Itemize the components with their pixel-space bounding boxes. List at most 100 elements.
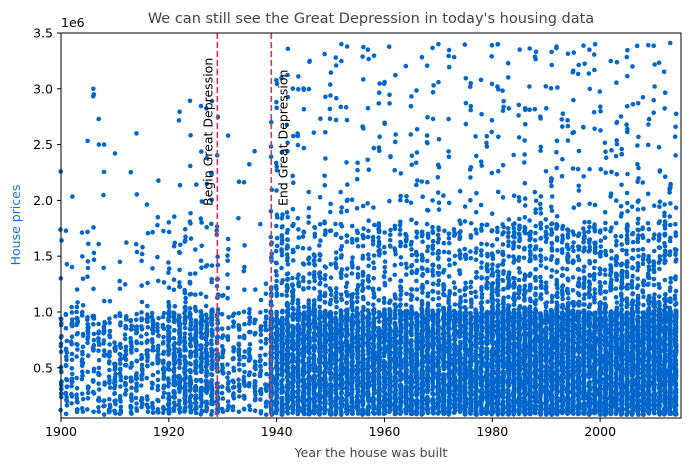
data-point bbox=[199, 343, 204, 348]
data-point bbox=[365, 318, 371, 324]
data-point bbox=[128, 169, 134, 175]
data-point bbox=[220, 349, 226, 355]
data-point bbox=[63, 363, 69, 369]
data-point bbox=[333, 55, 339, 60]
data-point bbox=[273, 398, 279, 403]
data-point bbox=[117, 393, 123, 399]
data-point bbox=[366, 395, 371, 401]
data-point bbox=[312, 333, 318, 338]
data-point bbox=[171, 335, 177, 341]
data-point bbox=[199, 243, 204, 249]
data-point bbox=[392, 356, 398, 362]
data-point bbox=[144, 331, 149, 337]
data-point bbox=[144, 394, 150, 399]
data-point bbox=[285, 301, 291, 307]
data-point bbox=[366, 252, 371, 257]
data-point bbox=[274, 309, 279, 315]
data-point bbox=[355, 350, 361, 356]
data-point bbox=[360, 269, 366, 275]
data-point bbox=[376, 298, 382, 303]
data-point bbox=[285, 244, 291, 250]
data-point bbox=[85, 353, 91, 359]
data-point bbox=[318, 280, 323, 286]
data-point bbox=[328, 201, 333, 207]
data-point bbox=[355, 243, 361, 249]
data-point bbox=[188, 409, 194, 415]
data-point bbox=[203, 388, 209, 394]
data-point bbox=[155, 254, 160, 260]
data-point bbox=[258, 370, 263, 376]
data-point bbox=[328, 353, 334, 359]
data-point bbox=[377, 148, 382, 154]
data-point bbox=[360, 330, 366, 336]
data-point bbox=[188, 386, 193, 392]
data-point bbox=[279, 265, 284, 271]
data-point bbox=[242, 243, 247, 248]
data-point bbox=[393, 360, 399, 365]
data-point bbox=[382, 79, 387, 85]
data-point bbox=[349, 302, 355, 307]
data-point bbox=[252, 389, 258, 395]
data-point bbox=[371, 406, 376, 411]
data-point bbox=[107, 385, 113, 390]
data-point bbox=[112, 340, 117, 345]
data-point bbox=[177, 398, 182, 404]
data-point bbox=[167, 406, 172, 411]
data-point bbox=[333, 356, 338, 361]
data-point bbox=[296, 227, 301, 232]
data-point bbox=[366, 411, 371, 417]
data-point bbox=[393, 331, 399, 337]
data-point bbox=[75, 330, 80, 336]
data-point bbox=[333, 375, 339, 381]
data-point bbox=[150, 319, 155, 325]
data-point bbox=[339, 328, 344, 333]
data-point bbox=[117, 311, 123, 316]
data-point bbox=[382, 322, 387, 328]
data-point bbox=[355, 399, 361, 405]
data-point bbox=[382, 250, 387, 256]
data-point bbox=[392, 396, 398, 401]
data-point bbox=[139, 397, 145, 402]
data-point bbox=[328, 301, 333, 307]
data-point bbox=[80, 276, 86, 282]
data-point bbox=[311, 258, 317, 263]
data-point bbox=[199, 350, 204, 356]
data-point bbox=[301, 145, 307, 151]
data-point bbox=[306, 351, 312, 356]
data-point bbox=[204, 383, 210, 389]
data-point bbox=[296, 87, 301, 92]
data-point bbox=[263, 291, 269, 297]
data-point bbox=[387, 365, 392, 371]
data-point bbox=[317, 360, 323, 366]
data-point bbox=[177, 384, 183, 389]
data-point bbox=[63, 228, 69, 233]
data-point bbox=[155, 278, 161, 284]
data-point bbox=[160, 394, 166, 400]
data-point bbox=[355, 282, 361, 288]
data-point bbox=[188, 405, 193, 410]
data-point bbox=[253, 396, 258, 401]
data-point bbox=[209, 311, 215, 317]
data-point bbox=[322, 300, 328, 305]
data-point bbox=[365, 157, 371, 163]
data-point bbox=[312, 231, 318, 237]
data-point bbox=[252, 408, 258, 414]
data-point bbox=[80, 396, 86, 402]
data-point bbox=[193, 340, 198, 345]
data-point bbox=[144, 202, 150, 207]
data-point bbox=[398, 364, 404, 369]
data-point bbox=[209, 372, 214, 377]
data-point bbox=[199, 389, 204, 394]
data-point bbox=[101, 341, 106, 346]
data-point bbox=[355, 338, 361, 344]
data-point bbox=[145, 312, 150, 317]
data-point bbox=[166, 229, 172, 235]
data-point bbox=[155, 387, 161, 393]
data-point bbox=[311, 410, 317, 415]
data-point bbox=[101, 265, 106, 271]
data-point bbox=[80, 309, 85, 315]
data-point bbox=[387, 237, 393, 243]
data-point bbox=[392, 139, 398, 145]
data-point bbox=[344, 280, 350, 286]
data-point bbox=[366, 279, 372, 284]
